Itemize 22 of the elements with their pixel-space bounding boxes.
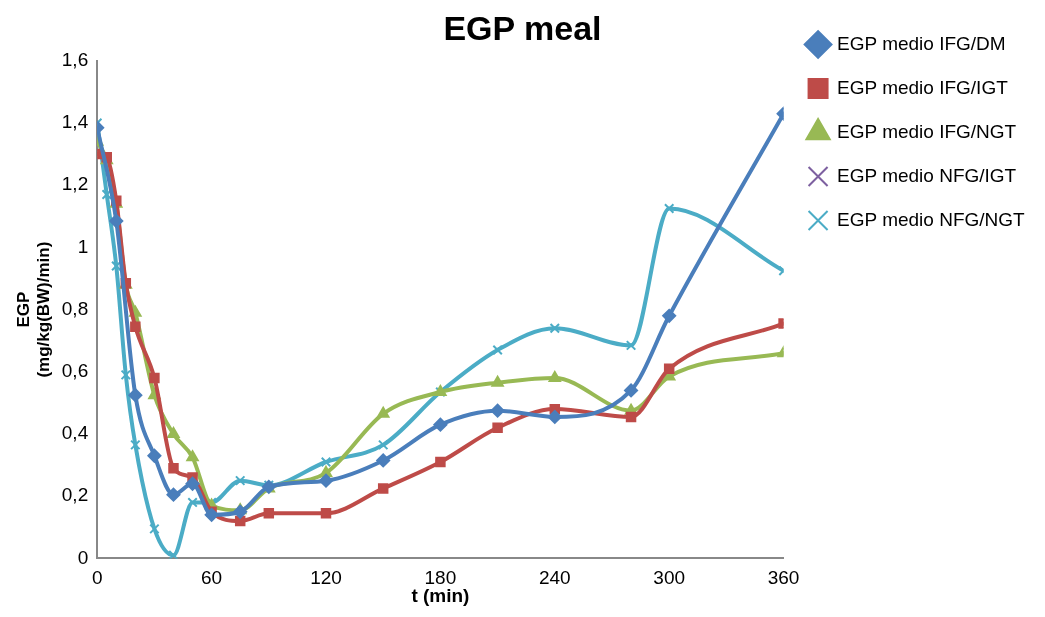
legend-label: EGP medio IFG/IGT [837, 76, 1009, 98]
x-tick-label: 0 [91, 567, 103, 589]
y-axis-title: EGP (mg/kg(BW)/min) [13, 241, 54, 378]
y-tick-label: 0,4 [61, 422, 89, 444]
x-tick-label: 240 [538, 567, 571, 589]
x-tick-label: 300 [653, 567, 686, 589]
x-tick-label: 120 [310, 567, 342, 589]
y-tick-label: 0,8 [61, 297, 89, 319]
legend-label: EGP medio NFG/IGT [837, 164, 1017, 186]
x-tick-label: 60 [201, 567, 223, 589]
legend-label: EGP medio IFG/NGT [837, 120, 1017, 142]
y-tick-label: 1 [77, 235, 89, 257]
legend-label: EGP medio NFG/NGT [837, 208, 1026, 230]
y-tick-label: 0 [77, 546, 89, 568]
y-tick-label: 0,2 [61, 484, 89, 506]
y-tick-label: 1,4 [61, 111, 89, 133]
y-tick-label: 0,6 [61, 360, 89, 382]
chart-title: EGP meal [443, 8, 602, 47]
y-tick-label: 1,6 [61, 49, 89, 71]
y-tick-label: 1,2 [61, 173, 89, 195]
x-tick-label: 360 [767, 567, 800, 589]
legend-label: EGP medio IFG/DM [837, 32, 1006, 54]
